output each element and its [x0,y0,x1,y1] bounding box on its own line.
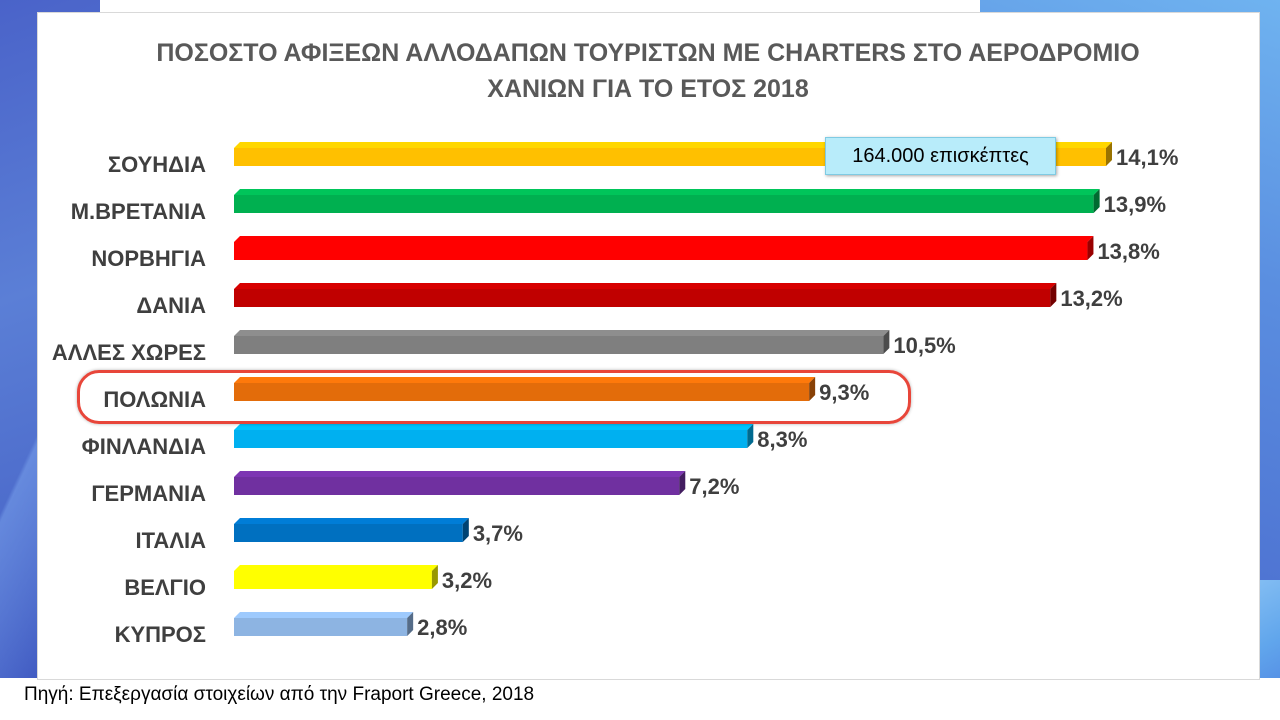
bar-top-face [234,377,816,383]
chart-title-line-2: ΧΑΝΙΩΝ ΓΙΑ ΤΟ ΕΤΟΣ 2018 [487,75,809,103]
category-label: ΑΛΛΕΣ ΧΩΡΕΣ [52,340,206,365]
category-label: ΠΟΛΩΝΙΑ [103,387,206,412]
bar [234,571,432,589]
value-label: 9,3% [819,380,869,405]
chart-title: ΠΟΣΟΣΤΟ ΑΦΙΞΕΩΝ ΑΛΛΟΔΑΠΩΝ ΤΟΥΡΙΣΤΩΝ ΜΕ C… [156,39,1139,103]
bar-side-face [883,330,890,354]
value-label: 13,2% [1060,286,1122,311]
bar-top-face [234,471,686,477]
bar [234,618,408,636]
bar-top-face [234,236,1094,242]
bar-side-face [431,565,438,589]
chart-panel: ΠΟΣΟΣΤΟ ΑΦΙΞΕΩΝ ΑΛΛΟΔΑΠΩΝ ΤΟΥΡΙΣΤΩΝ ΜΕ C… [37,12,1260,680]
category-label: ΒΕΛΓΙΟ [124,575,206,600]
source-note: Πηγή: Επεξεργασία στοιχείων από την Frap… [24,684,535,705]
bar-top-face [234,612,414,618]
bar-top-face [234,518,469,524]
value-label: 13,9% [1104,192,1166,217]
highlight-ring-poland [77,370,911,424]
bar-series: ΣΟΥΗΔΙΑ 14,1% Μ.ΒΡΕΤΑΝΙΑ 13,9% ΝΟΡΒΗΓΙΑ 13,8%… [52,142,1178,647]
bar-row: ΓΕΡΜΑΝΙΑ 7,2% [91,471,739,506]
value-label: 13,8% [1097,239,1159,264]
bar-row: ΠΟΛΩΝΙΑ 9,3% [103,377,869,412]
value-label: 3,2% [442,568,492,593]
value-label: 7,2% [689,474,739,499]
bar-side-face [1087,236,1094,260]
bar-row: ΝΟΡΒΗΓΙΑ 13,8% [91,236,1160,271]
bar [234,524,463,542]
bar-side-face [1106,142,1112,166]
bar [234,336,884,354]
bar-chart: ΠΟΣΟΣΤΟ ΑΦΙΞΕΩΝ ΑΛΛΟΔΑΠΩΝ ΤΟΥΡΙΣΤΩΝ ΜΕ C… [52,39,1178,647]
value-label: 3,7% [473,521,523,546]
value-label: 8,3% [757,427,807,452]
bar [234,383,810,401]
bar [234,477,680,495]
bar-row: Μ.ΒΡΕΤΑΝΙΑ 13,9% [71,189,1166,224]
category-label: ΝΟΡΒΗΓΙΑ [91,246,206,271]
category-label: ΦΙΝΛΑΝΔΙΑ [82,434,206,459]
bar-row: ΙΤΑΛΙΑ 3,7% [136,518,523,553]
bar-top-face [234,424,754,430]
bar-side-face [1093,189,1100,213]
category-label: ΣΟΥΗΔΙΑ [108,152,206,177]
category-label: Μ.ΒΡΕΤΑΝΙΑ [71,199,206,224]
category-label: ΚΥΠΡΟΣ [115,622,206,647]
bar-top-face [234,330,890,336]
bar-side-face [679,471,686,495]
annotation-callout: 164.000 επισκέπτες [825,137,1056,175]
value-label: 2,8% [417,615,467,640]
bar-row: ΒΕΛΓΙΟ 3,2% [124,565,492,600]
value-label: 10,5% [893,333,955,358]
bar-top-face [234,283,1057,289]
bar-side-face [809,377,816,401]
category-label: ΙΤΑΛΙΑ [136,528,207,553]
bar-top-face [234,189,1100,195]
bar-side-face [1050,283,1057,307]
bar-top-face [234,565,438,571]
bar-row: ΔΑΝΙΑ 13,2% [136,283,1123,318]
bar-side-face [462,518,469,542]
category-label: ΓΕΡΜΑΝΙΑ [91,481,206,506]
bar-side-face [407,612,414,636]
bar [234,242,1088,260]
bar [234,195,1094,213]
bar-row: ΑΛΛΕΣ ΧΩΡΕΣ 10,5% [52,330,956,365]
bar-row: ΚΥΠΡΟΣ 2,8% [115,612,467,647]
slide-footer-area [0,678,1280,720]
bar-side-face [747,424,754,448]
category-label: ΔΑΝΙΑ [136,293,206,318]
value-label: 14,1% [1116,145,1178,170]
bar [234,430,748,448]
bar [234,289,1051,307]
bar-row: ΦΙΝΛΑΝΔΙΑ 8,3% [82,424,807,459]
chart-title-line-1: ΠΟΣΟΣΤΟ ΑΦΙΞΕΩΝ ΑΛΛΟΔΑΠΩΝ ΤΟΥΡΙΣΤΩΝ ΜΕ C… [156,39,1139,67]
